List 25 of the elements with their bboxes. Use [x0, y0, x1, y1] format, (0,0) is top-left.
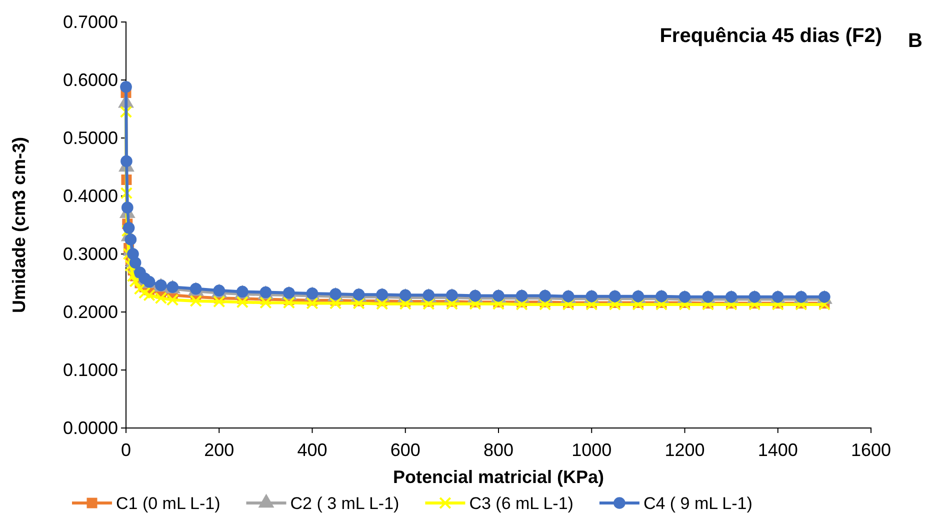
legend-label: C4 ( 9 mL L-1) [643, 494, 752, 513]
legend-label: C1 (0 mL L-1) [116, 494, 220, 513]
x-tick-label: 1200 [664, 440, 705, 460]
y-tick-label: 0.2000 [62, 302, 118, 322]
chart-title: Frequência 45 dias (F2) [660, 25, 882, 47]
x-axis-title: Potencial matricial (KPa) [392, 467, 604, 487]
x-tick-label: 600 [390, 440, 420, 460]
x-tick-label: 1600 [850, 440, 892, 460]
legend-label: C3 (6 mL L-1) [469, 494, 574, 513]
y-tick-label: 0.3000 [62, 244, 118, 264]
y-tick-label: 0.4000 [62, 186, 118, 206]
y-tick-label: 0.5000 [62, 128, 118, 148]
x-tick-label: 400 [297, 440, 328, 460]
x-tick-label: 1000 [572, 440, 612, 460]
y-tick-label: 0.0000 [62, 418, 118, 438]
x-tick-label: 0 [120, 440, 132, 460]
x-tick-label: 800 [483, 440, 514, 460]
x-tick-label: 1400 [758, 440, 798, 460]
text: B [908, 30, 922, 52]
y-tick-label: 0.7000 [62, 12, 118, 32]
y-tick-label: 0.1000 [62, 360, 118, 380]
y-tick-label: 0.6000 [62, 70, 118, 90]
x-tick-label: 200 [204, 440, 234, 460]
legend-label: C2 ( 3 mL L-1) [290, 494, 400, 513]
y-axis-title: Umidade (cm3 cm-3) [9, 136, 29, 314]
